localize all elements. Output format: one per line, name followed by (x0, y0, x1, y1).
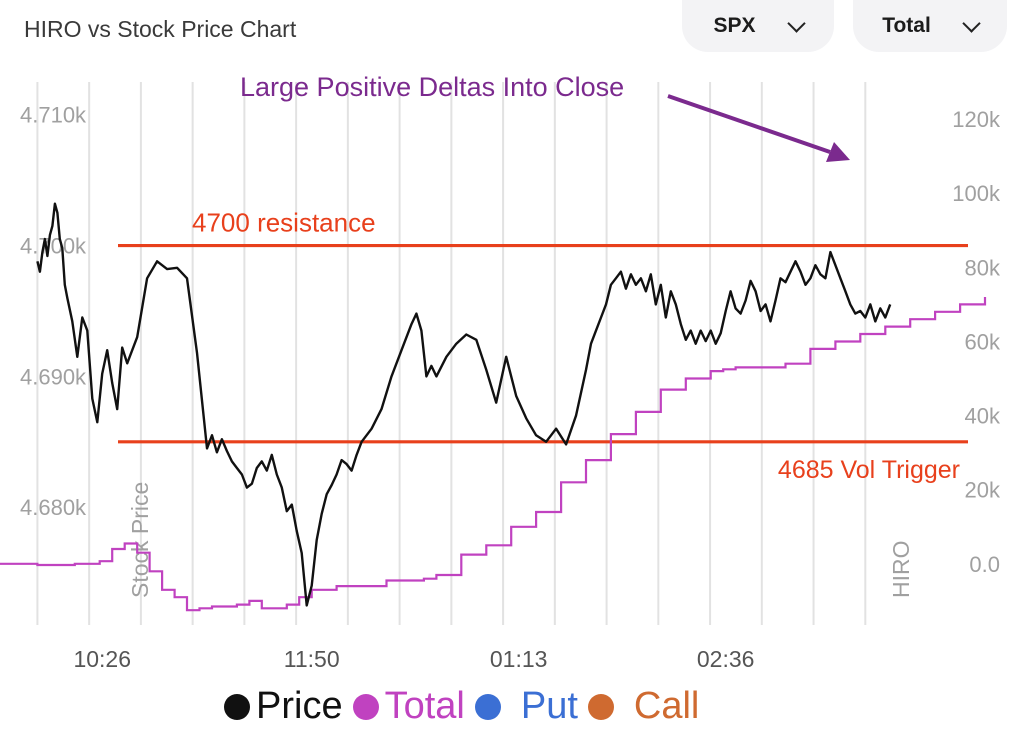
left-tick-label: 4.700k (20, 234, 87, 259)
legend-label: Price (256, 685, 343, 727)
legend-item-put[interactable]: Put (474, 685, 578, 728)
left-tick-label: 4.690k (20, 364, 87, 389)
view-select-value: Total (882, 14, 931, 37)
x-axis-ticks: 10:26 11:50 01:13 02:36 (73, 646, 754, 672)
right-tick-label: 20k (965, 478, 1001, 503)
x-tick-label: 10:26 (73, 646, 131, 672)
legend-item-total[interactable]: Total (352, 685, 465, 728)
annotation-arrowhead (826, 142, 850, 162)
right-tick-label: 100k (952, 181, 1001, 206)
total-dot-icon (352, 693, 379, 720)
symbol-select-value: SPX (713, 14, 756, 37)
legend-label: Total (384, 685, 465, 727)
price-series-line (36, 202, 892, 607)
total-series-line (0, 297, 987, 612)
put-dot-icon (474, 693, 501, 720)
x-tick-label: 02:36 (697, 646, 755, 672)
legend-label: Call (633, 685, 700, 727)
left-tick-label: 4.680k (20, 495, 87, 520)
left-tick-label: 4.710k (20, 103, 87, 128)
grid-lines (36, 82, 867, 625)
right-axis-label: HIRO (888, 541, 914, 599)
chart-title: HIRO vs Stock Price Chart (24, 16, 297, 42)
legend-item-price[interactable]: Price (224, 685, 343, 728)
x-tick-label: 11:50 (284, 646, 340, 672)
right-axis-ticks: 120k 100k 80k 60k 40k 20k 0.0 (952, 107, 1001, 577)
right-tick-label: 0.0 (969, 552, 1000, 577)
legend: Price Total Put Call (224, 685, 709, 728)
level-label: 4700 resistance (192, 208, 376, 238)
left-axis-label: Stock Price (127, 482, 153, 598)
annotation-arrow (667, 94, 831, 154)
annotation-text: Large Positive Deltas Into Close (240, 72, 624, 102)
price-dot-icon (224, 693, 250, 720)
x-tick-label: 01:13 (490, 646, 548, 672)
legend-label: Put (520, 685, 578, 727)
right-tick-label: 120k (952, 107, 1001, 132)
symbol-select[interactable]: SPX (682, 0, 834, 52)
right-tick-label: 40k (965, 404, 1001, 429)
level-lines: 4700 resistance 4685 Vol Trigger (118, 208, 968, 484)
left-axis-ticks: 4.710k 4.700k 4.690k 4.680k (20, 103, 87, 521)
right-tick-label: 80k (965, 255, 1001, 280)
legend-item-call[interactable]: Call (587, 685, 700, 728)
annotation: Large Positive Deltas Into Close (240, 72, 850, 162)
right-tick-label: 60k (965, 329, 1001, 354)
call-dot-icon (587, 693, 614, 720)
level-label: 4685 Vol Trigger (778, 456, 960, 484)
view-select[interactable]: Total (853, 0, 1007, 52)
